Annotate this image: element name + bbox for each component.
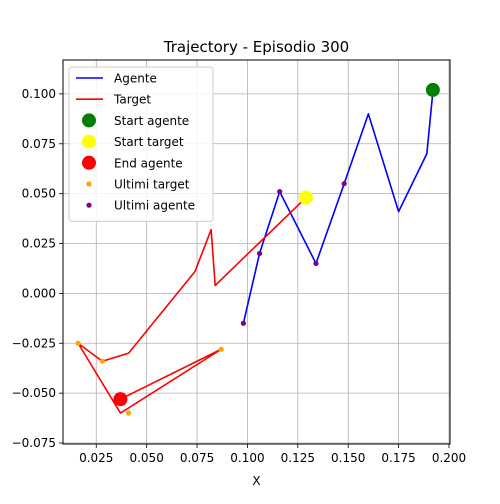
ultimi-agente-point <box>256 250 263 257</box>
legend-swatch-start-target <box>82 134 96 149</box>
x-tick-label: 0.075 <box>180 451 214 465</box>
axis-ticks: 0.025 0.050 0.075 0.100 0.125 0.150 0.175 0.200… <box>12 87 467 465</box>
legend-label-ultimi-agente: Ultimi agente <box>114 199 195 213</box>
legend-swatch-end-agente <box>82 155 96 170</box>
ultimi-agente-point <box>240 320 246 326</box>
ultimi-target-point <box>218 346 224 352</box>
start-target-point <box>298 190 313 205</box>
legend-swatch-ultimi-target <box>86 181 92 187</box>
ultimi-agente-point <box>277 189 283 195</box>
legend-label-ultimi-target: Ultimi target <box>114 178 190 192</box>
legend-label-end-agente: End agente <box>114 156 183 170</box>
x-axis-label: X <box>252 474 260 488</box>
ultimi-target-point <box>75 340 81 346</box>
chart-title: Trajectory - Episodio 300 <box>163 38 349 56</box>
legend: Agente Target Start agente Start target End … <box>68 66 214 222</box>
x-tick-label: 0.200 <box>432 451 466 465</box>
legend-label-start-target: Start target <box>114 135 184 149</box>
x-tick-label: 0.125 <box>281 451 315 465</box>
plot-frame <box>62 59 451 445</box>
plot-area <box>75 82 440 416</box>
legend-swatch-ultimi-agente <box>86 202 92 208</box>
x-tick-label: 0.175 <box>381 451 415 465</box>
ultimi-target-point <box>99 358 105 364</box>
legend-label-target: Target <box>113 93 151 107</box>
ultimi-target-point <box>125 410 132 416</box>
legend-label-agente: Agente <box>114 72 157 86</box>
x-tick-label: 0.150 <box>331 451 365 465</box>
ultimi-agente-point <box>341 181 347 187</box>
x-tick-label: 0.050 <box>129 451 163 465</box>
end-agente-point <box>113 392 128 407</box>
legend-swatch-start-agente <box>82 113 96 128</box>
ultimi-agente-point <box>313 260 319 267</box>
y-tick-label: −0.025 <box>12 336 56 350</box>
x-tick-label: 0.100 <box>230 451 264 465</box>
y-tick-label: −0.075 <box>12 436 56 450</box>
x-tick-label: 0.025 <box>79 451 113 465</box>
y-tick-label: 0.100 <box>22 87 56 101</box>
y-tick-label: −0.050 <box>12 386 56 400</box>
y-tick-label: 0.025 <box>22 237 56 251</box>
y-tick-label: 0.075 <box>22 137 56 151</box>
legend-label-start-agente: Start agente <box>114 114 189 128</box>
target-line <box>77 197 307 414</box>
start-agente-point <box>425 82 440 97</box>
y-tick-label: 0.050 <box>22 187 56 201</box>
y-tick-label: 0.000 <box>22 286 56 300</box>
legend-box <box>68 66 214 222</box>
